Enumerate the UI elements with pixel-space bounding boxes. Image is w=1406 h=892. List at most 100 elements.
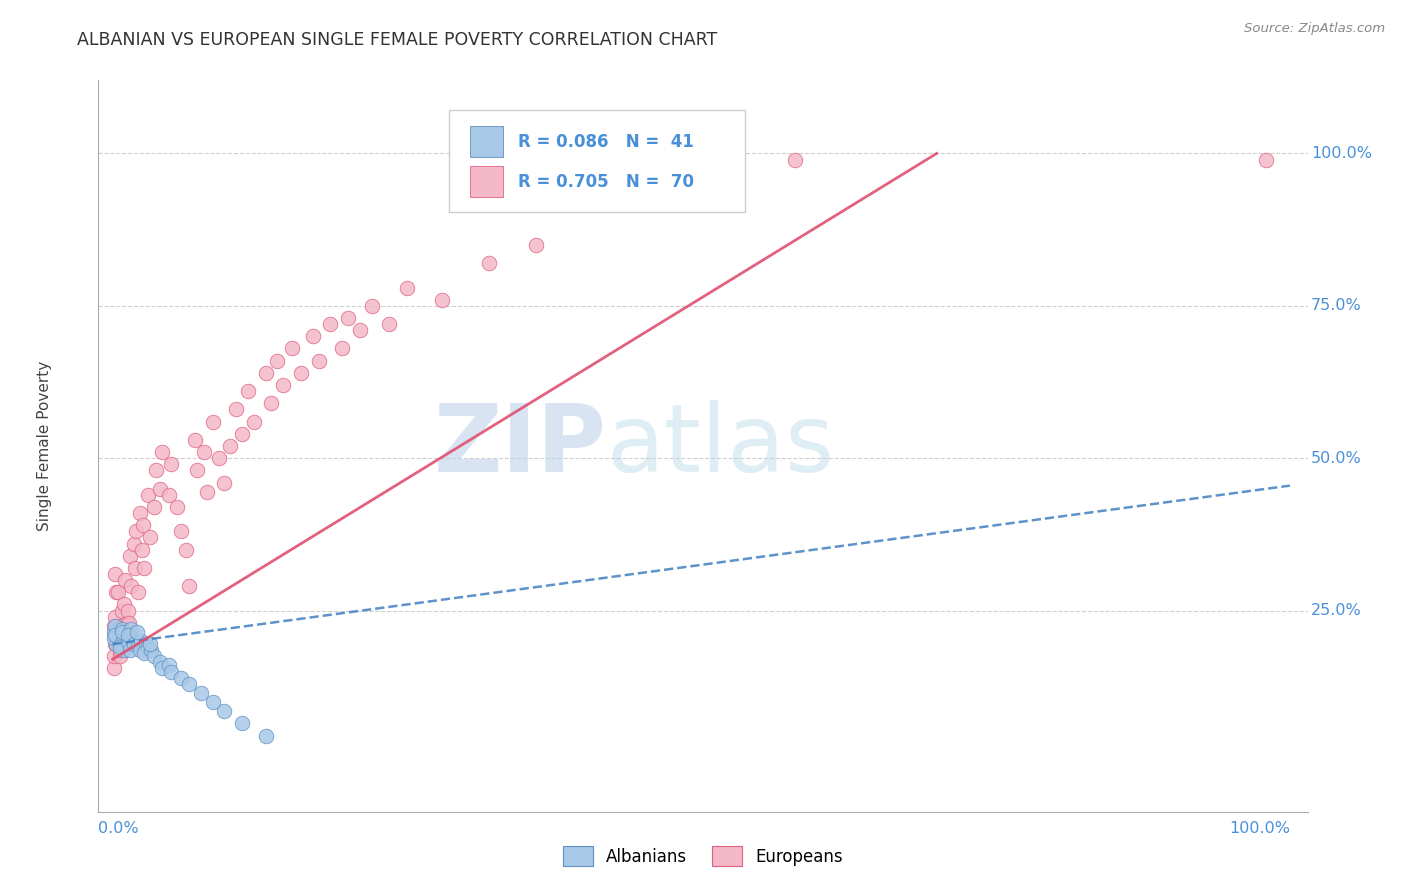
Point: [120, 622, 142, 636]
Point: [112, 634, 135, 648]
Point: [108, 643, 131, 657]
Point: [114, 624, 136, 639]
Point: [108, 640, 131, 655]
Point: [122, 536, 145, 550]
Point: [149, 656, 172, 670]
Text: 75.0%: 75.0%: [1312, 298, 1362, 313]
Point: [526, 238, 548, 252]
Point: [134, 637, 156, 651]
Point: [184, 433, 207, 447]
Point: [145, 463, 167, 477]
Point: [177, 579, 200, 593]
Point: [360, 299, 382, 313]
Point: [112, 643, 135, 657]
Point: [107, 585, 129, 599]
Point: [112, 598, 135, 612]
FancyBboxPatch shape: [449, 110, 745, 212]
Point: [111, 604, 134, 618]
Point: [225, 402, 247, 417]
Point: [260, 396, 283, 410]
Point: [254, 366, 277, 380]
Point: [193, 445, 215, 459]
Point: [280, 342, 302, 356]
Point: [103, 624, 125, 639]
Text: Source: ZipAtlas.com: Source: ZipAtlas.com: [1244, 22, 1385, 36]
Point: [111, 622, 134, 636]
Point: [526, 153, 548, 167]
Point: [131, 542, 153, 557]
Point: [236, 384, 259, 399]
Point: [104, 619, 127, 633]
Point: [120, 643, 142, 657]
Point: [139, 530, 162, 544]
Point: [170, 524, 193, 539]
Point: [110, 619, 132, 633]
Point: [201, 415, 224, 429]
Point: [104, 628, 127, 642]
Point: [111, 624, 134, 639]
Point: [105, 637, 128, 651]
Point: [107, 634, 129, 648]
Point: [120, 628, 142, 642]
Point: [349, 323, 371, 337]
Point: [142, 649, 165, 664]
Point: [378, 317, 401, 331]
Point: [620, 153, 643, 167]
Point: [266, 353, 288, 368]
Point: [103, 619, 125, 633]
Point: [104, 567, 127, 582]
Point: [139, 637, 162, 651]
Point: [104, 609, 127, 624]
Point: [271, 378, 294, 392]
Point: [115, 615, 138, 630]
Text: 25.0%: 25.0%: [1312, 603, 1362, 618]
Point: [127, 624, 149, 639]
Text: 0.0%: 0.0%: [98, 821, 139, 836]
Point: [157, 488, 180, 502]
Point: [785, 153, 807, 167]
Point: [150, 661, 173, 675]
Point: [219, 439, 242, 453]
Text: ALBANIAN VS EUROPEAN SINGLE FEMALE POVERTY CORRELATION CHART: ALBANIAN VS EUROPEAN SINGLE FEMALE POVER…: [77, 31, 717, 49]
Point: [114, 573, 136, 587]
Point: [110, 637, 132, 651]
Point: [127, 585, 149, 599]
Point: [666, 153, 689, 167]
Text: 100.0%: 100.0%: [1229, 821, 1289, 836]
Point: [201, 695, 224, 709]
Point: [174, 542, 197, 557]
Point: [122, 637, 145, 651]
Point: [1256, 153, 1278, 167]
Point: [170, 671, 193, 685]
Point: [128, 506, 150, 520]
Point: [432, 293, 454, 307]
Point: [117, 604, 139, 618]
FancyBboxPatch shape: [470, 127, 503, 157]
Point: [330, 342, 353, 356]
Point: [132, 518, 155, 533]
Point: [103, 661, 125, 675]
Point: [186, 463, 208, 477]
Point: [125, 524, 148, 539]
Point: [150, 445, 173, 459]
Point: [207, 451, 229, 466]
Text: 50.0%: 50.0%: [1312, 450, 1362, 466]
Point: [214, 475, 236, 490]
Point: [160, 665, 183, 679]
Point: [134, 561, 156, 575]
Text: atlas: atlas: [606, 400, 835, 492]
Point: [124, 561, 146, 575]
Point: [134, 646, 156, 660]
Point: [231, 716, 253, 731]
Point: [572, 153, 595, 167]
Point: [105, 585, 128, 599]
Point: [117, 628, 139, 642]
Text: Single Female Poverty: Single Female Poverty: [37, 361, 52, 531]
Point: [214, 704, 236, 718]
Point: [166, 500, 188, 514]
Point: [395, 280, 418, 294]
Text: ZIP: ZIP: [433, 400, 606, 492]
Point: [308, 353, 330, 368]
Point: [142, 500, 165, 514]
Point: [120, 579, 142, 593]
